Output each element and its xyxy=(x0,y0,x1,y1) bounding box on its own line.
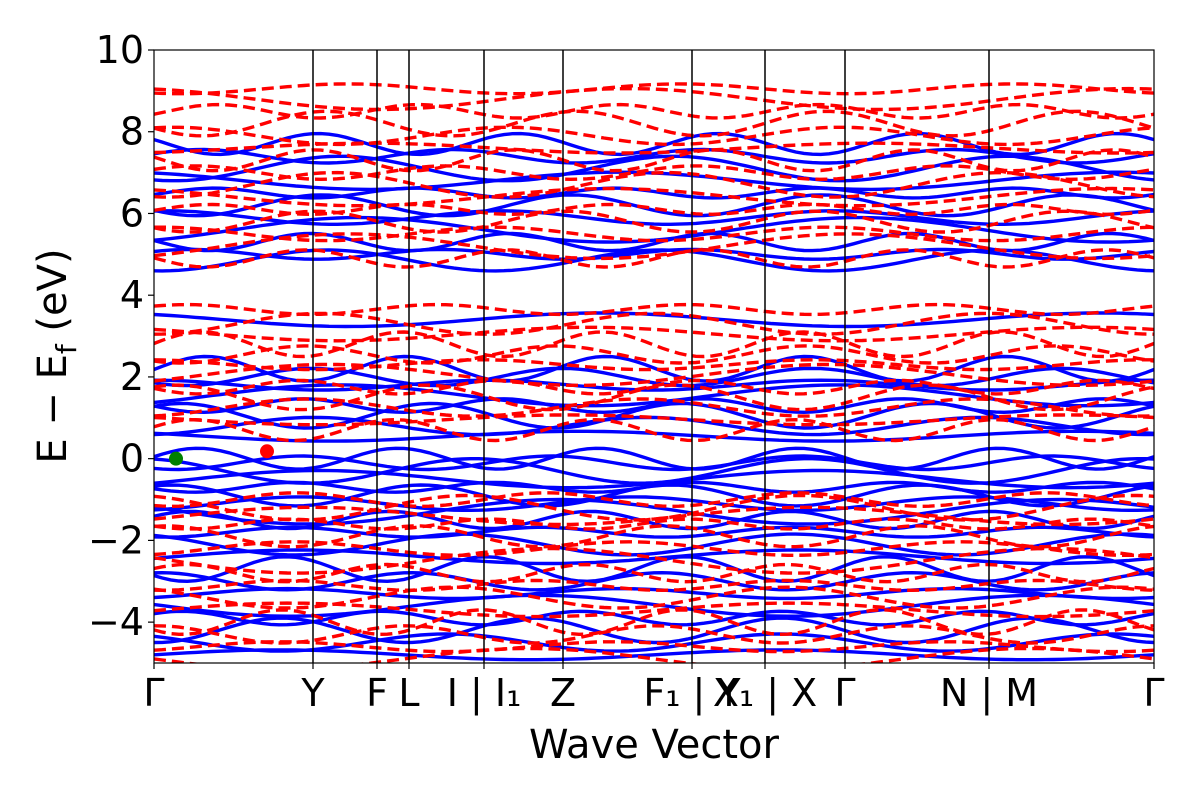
plot-frame xyxy=(153,49,1155,664)
solid-band-line xyxy=(154,354,1154,383)
dashed-band-line xyxy=(154,82,1154,96)
x-tick-label: Γ xyxy=(834,671,855,715)
y-axis-label-unit: (eV) xyxy=(30,248,76,344)
y-axis-label: E − Ef (eV) xyxy=(30,248,83,463)
x-axis-label: Wave Vector xyxy=(529,722,780,768)
dashed-band-line xyxy=(154,109,1154,138)
solid-band-line xyxy=(154,609,1154,627)
x-tick-label: L xyxy=(398,671,419,715)
solid-band-line xyxy=(154,215,1154,244)
high-symmetry-lines xyxy=(312,50,990,663)
x-tick-label: X₁ | X xyxy=(713,671,817,716)
dashed-band-line xyxy=(154,491,1154,509)
dashed-band-line xyxy=(154,362,1154,387)
solid-band-line xyxy=(154,555,1154,584)
y-tick-label: 6 xyxy=(120,191,144,235)
dashed-band-line xyxy=(154,232,1154,261)
solid-band-line xyxy=(154,616,1154,645)
solid-band-line xyxy=(154,648,1154,662)
dashed-band-line xyxy=(154,202,1154,217)
y-tick-label: 8 xyxy=(120,110,144,154)
y-axis-label-main: E − E xyxy=(30,354,76,464)
dashed-band-line xyxy=(154,186,1154,208)
dashed-band-line xyxy=(154,505,1154,527)
y-axis-ticks: 10 8 6 4 2 0 −2 −4 xyxy=(88,28,154,644)
solid-band-line xyxy=(154,131,1154,157)
dashed-band-line xyxy=(154,344,1154,365)
dashed-band-line xyxy=(154,164,1154,182)
solid-band-line xyxy=(154,193,1154,218)
dashed-band-line xyxy=(154,209,1154,234)
cbm-marker xyxy=(260,444,274,459)
dashed-band-line xyxy=(154,562,1154,584)
x-tick-label: Γ xyxy=(143,671,164,715)
dashed-band-line xyxy=(154,601,1154,619)
solid-band-line xyxy=(154,186,1154,200)
y-tick-label: −4 xyxy=(88,600,144,644)
solid-band-line xyxy=(154,586,1154,601)
solid-band-line xyxy=(154,446,1154,471)
solid-band-line xyxy=(154,454,1154,472)
band-lines xyxy=(154,82,1154,663)
dashed-band-line xyxy=(154,578,1154,593)
dashed-band-line xyxy=(154,624,1154,645)
dashed-band-line xyxy=(154,225,1154,243)
dashed-band-line xyxy=(154,86,1154,112)
dashed-band-line xyxy=(154,608,1154,637)
dashed-band-line xyxy=(154,125,1154,147)
dashed-band-line xyxy=(154,378,1154,396)
x-tick-label: Z xyxy=(550,671,576,715)
solid-band-line xyxy=(154,247,1154,261)
dashed-band-line xyxy=(154,546,1154,575)
x-tick-label: N | M xyxy=(940,671,1038,716)
dashed-band-line xyxy=(154,302,1154,317)
dashed-band-line xyxy=(154,170,1154,199)
dashed-band-line xyxy=(154,397,1154,418)
dashed-band-line xyxy=(154,493,1154,522)
dashed-band-line xyxy=(154,248,1154,269)
solid-band-line xyxy=(154,457,1154,485)
y-tick-label: 2 xyxy=(120,355,144,399)
dashed-band-line xyxy=(154,325,1154,343)
dashed-band-line xyxy=(154,646,1154,663)
dashed-band-line xyxy=(154,585,1154,610)
vbm-marker xyxy=(169,451,183,466)
solid-band-line xyxy=(154,378,1154,392)
dashed-band-line xyxy=(154,358,1154,372)
solid-band-line xyxy=(154,548,1154,566)
solid-band-line xyxy=(154,209,1154,226)
x-tick-label: I | I₁ xyxy=(447,671,522,716)
y-tick-label: 4 xyxy=(120,273,144,317)
dashed-band-line xyxy=(154,413,1154,427)
x-tick-label: F xyxy=(366,671,388,715)
y-axis-label-sub: f xyxy=(50,343,83,354)
solid-band-line xyxy=(154,154,1154,183)
dashed-band-line xyxy=(154,330,1154,359)
solid-band-line xyxy=(154,497,1154,526)
solid-band-line xyxy=(154,147,1154,165)
x-tick-label: F₁ | Y xyxy=(643,671,741,716)
y-tick-label: 0 xyxy=(120,437,144,481)
solid-band-line xyxy=(154,525,1154,539)
dashed-band-line xyxy=(154,640,1154,654)
dashed-band-line xyxy=(154,417,1154,443)
dashed-band-line xyxy=(154,524,1154,549)
dashed-band-line xyxy=(154,517,1154,531)
band-edge-markers xyxy=(169,444,274,466)
y-tick-label: −2 xyxy=(88,518,144,562)
dashed-band-line xyxy=(154,148,1154,173)
x-tick-label: Y xyxy=(300,671,325,715)
y-tick-label: 10 xyxy=(96,28,144,72)
dashed-band-line xyxy=(154,102,1154,120)
x-tick-label: Γ xyxy=(1143,671,1164,715)
